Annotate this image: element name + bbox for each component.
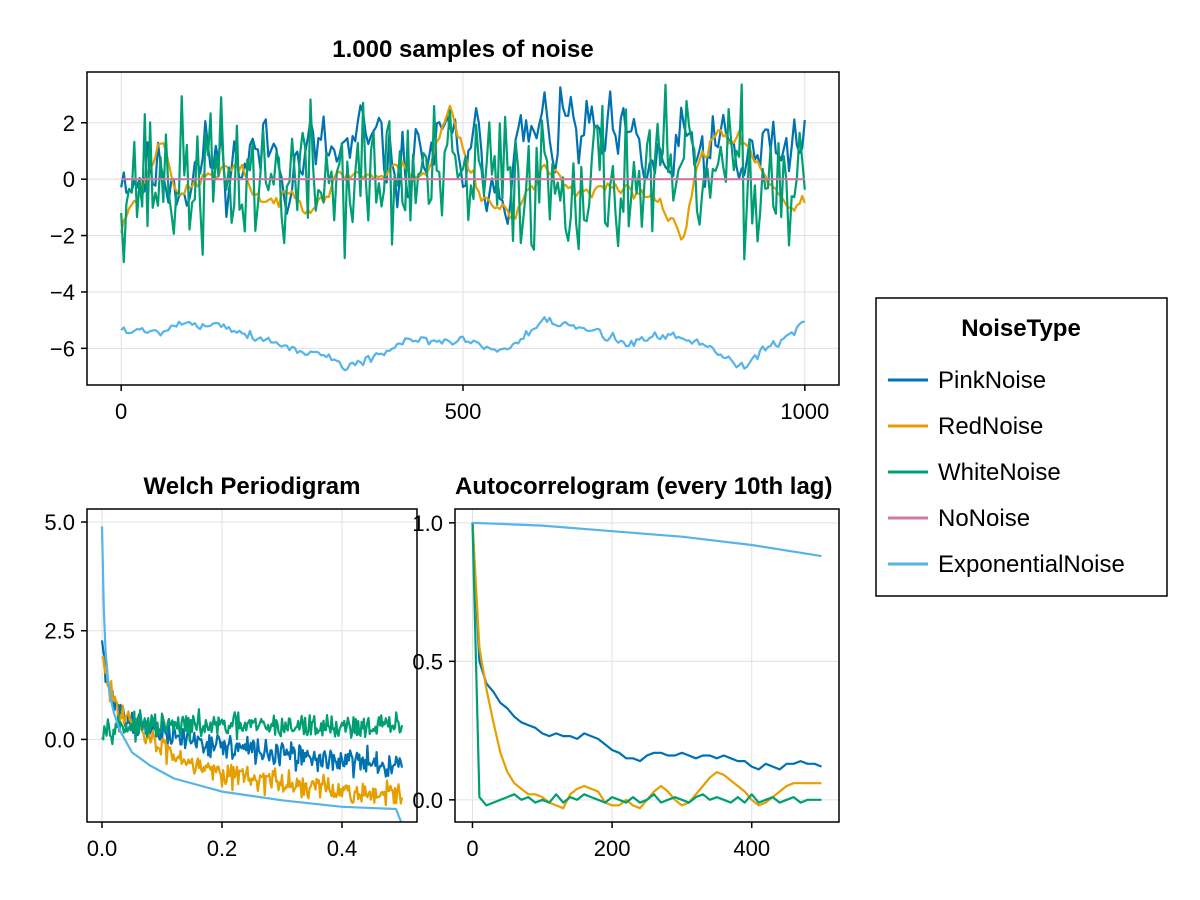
y-tick-label: 2 [63, 111, 75, 136]
y-tick-label: 0.5 [412, 649, 443, 674]
y-tick-label: 2.5 [44, 619, 75, 644]
y-tick-label: 0.0 [412, 788, 443, 813]
x-tick-label: 400 [733, 836, 770, 861]
x-tick-label: 1000 [780, 399, 829, 424]
chart-title: Autocorrelogram (every 10th lag) [455, 473, 832, 500]
series-group [120, 83, 806, 372]
legend-label: WhiteNoise [938, 459, 1061, 486]
legend-label: ExponentialNoise [938, 551, 1125, 578]
legend-title: NoiseType [961, 315, 1081, 342]
series-line-pink-noise [471, 522, 822, 771]
legend: NoiseType PinkNoise RedNoise WhiteNoise … [875, 297, 1168, 597]
series-line-red-noise [101, 655, 404, 807]
x-tick-label: 0.4 [327, 836, 358, 861]
legend-entry-no-noise: NoNoise [888, 505, 1030, 532]
legend-label: RedNoise [938, 413, 1043, 440]
x-tick-label: 0 [466, 836, 478, 861]
y-tick-label: −2 [50, 224, 75, 249]
x-tick-label: 0 [115, 399, 127, 424]
y-tick-label: 1.0 [412, 511, 443, 536]
legend-box [875, 297, 1168, 597]
series-line-exponential-noise [100, 526, 403, 822]
series-line-exponential-noise [472, 521, 822, 558]
series-group [100, 526, 404, 822]
series-line-pink-noise [100, 640, 404, 779]
legend-entry-white-noise: WhiteNoise [888, 459, 1061, 486]
legend-entry-exponential-noise: ExponentialNoise [888, 551, 1125, 578]
y-tick-label: −6 [50, 336, 75, 361]
chart-title: Welch Periodigram [144, 473, 361, 500]
y-tick-label: 5.0 [44, 510, 75, 535]
plot-frame [454, 508, 840, 823]
x-tick-label: 0.2 [207, 836, 238, 861]
welch-periodogram-panel: 0.0 0.2 0.4 0.0 2.5 5.0 Welch Periodigram [44, 473, 418, 861]
x-tick-label: 0.0 [87, 836, 118, 861]
series-line-exponential-noise [120, 316, 805, 372]
legend-label: NoNoise [938, 505, 1030, 532]
legend-label: PinkNoise [938, 367, 1046, 394]
series-line-white-noise [471, 522, 822, 807]
chart-title: 1.000 samples of noise [332, 36, 593, 63]
series-group [471, 521, 822, 810]
x-tick-label: 200 [594, 836, 631, 861]
legend-entry-pink-noise: PinkNoise [888, 367, 1046, 394]
legend-entry-red-noise: RedNoise [888, 413, 1043, 440]
plot-frame [86, 508, 418, 823]
series-line-white-noise [101, 708, 404, 746]
autocorrelogram-panel: 0 200 400 0.0 0.5 1.0 Autocorrelogram (every 1… [412, 473, 840, 861]
noise-samples-panel: 0 500 1000 −6 −4 −2 0 2 1.000 samples of noise [50, 36, 840, 424]
y-tick-label: 0 [63, 167, 75, 192]
x-tick-label: 500 [445, 399, 482, 424]
y-tick-label: 0.0 [44, 727, 75, 752]
y-tick-label: −4 [50, 280, 75, 305]
